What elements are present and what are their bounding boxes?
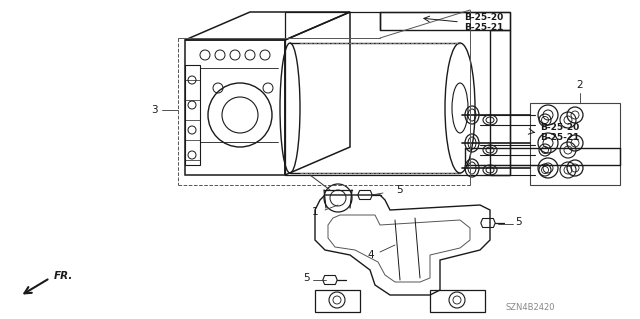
- Text: 5: 5: [515, 217, 522, 227]
- Bar: [530, 103, 620, 185]
- Text: B-25-20: B-25-20: [540, 123, 579, 132]
- Text: FR.: FR.: [54, 271, 74, 281]
- Text: 2: 2: [577, 80, 583, 90]
- Bar: [430, 290, 485, 312]
- Text: 5: 5: [303, 273, 310, 283]
- Text: 5: 5: [396, 185, 403, 195]
- Text: 4: 4: [367, 250, 374, 260]
- Text: 3: 3: [152, 105, 158, 115]
- Text: 1: 1: [312, 207, 318, 217]
- Text: B-25-20: B-25-20: [464, 13, 503, 23]
- Bar: [315, 290, 360, 312]
- Text: B-25-21: B-25-21: [540, 133, 579, 143]
- Text: SZN4B2420: SZN4B2420: [505, 303, 555, 313]
- Text: B-25-21: B-25-21: [464, 24, 504, 33]
